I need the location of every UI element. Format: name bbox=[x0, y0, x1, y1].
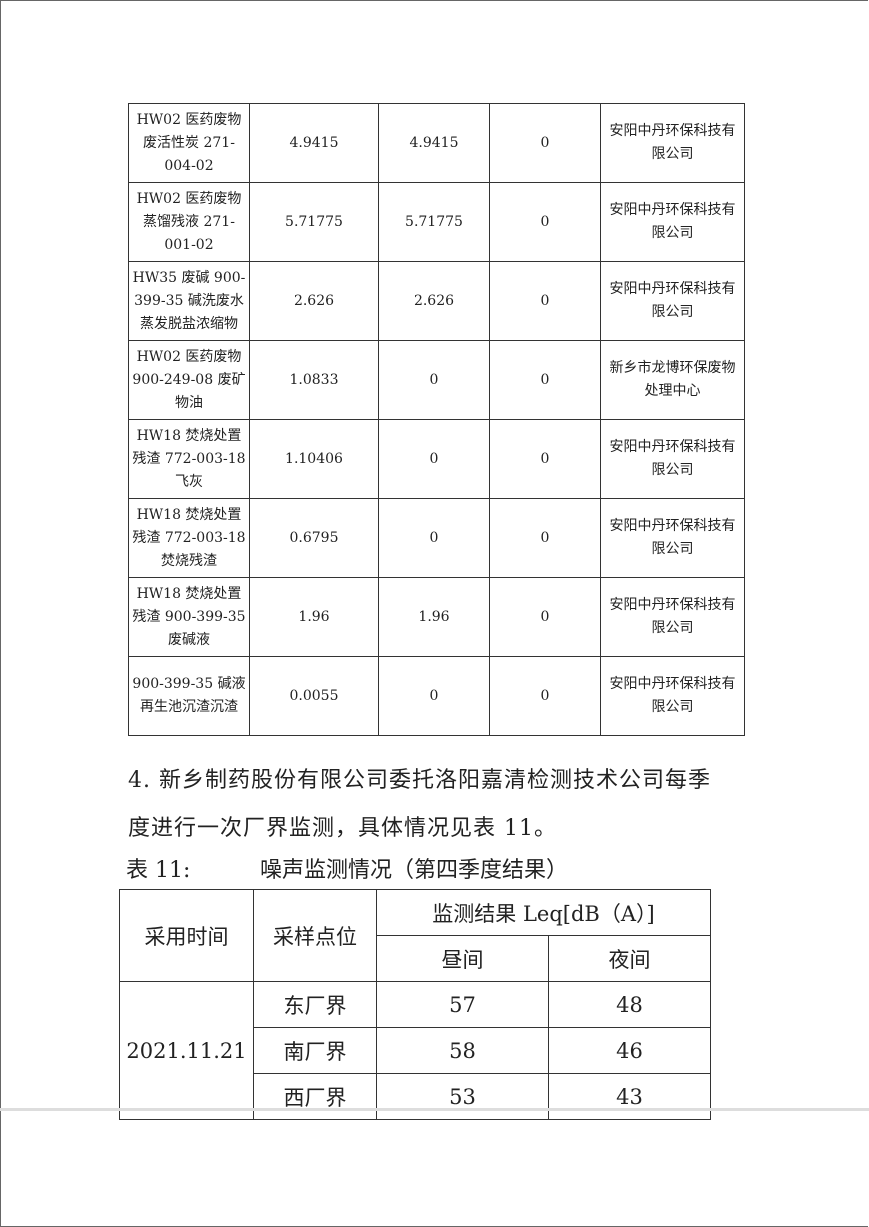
col3-cell: 0 bbox=[378, 419, 490, 499]
col4-cell: 0 bbox=[489, 656, 601, 736]
name-cell: HW35 废碱 900-399-35 碱洗废水蒸发脱盐浓缩物 bbox=[128, 261, 250, 341]
paragraph-line-2: 度进行一次厂界监测，具体情况见表 11。 bbox=[128, 816, 557, 841]
table-row: HW18 焚烧处置残渣 900-399-35 废碱液 1.96 1.96 0 安阳中丹环… bbox=[128, 577, 745, 657]
col4-cell: 0 bbox=[489, 419, 601, 499]
col2-cell: 4.9415 bbox=[249, 103, 379, 183]
header-row: 采用时间 采样点位 监测结果 Leq[dB（A）] bbox=[119, 889, 712, 982]
col2-cell: 1.96 bbox=[249, 577, 379, 657]
name-cell: HW02 医药废物 蒸馏残液 271-001-02 bbox=[128, 182, 250, 262]
table-row: HW02 医药废物 蒸馏残液 271-001-02 5.71775 5.71775 0… bbox=[128, 182, 745, 262]
col4-cell: 0 bbox=[489, 340, 601, 420]
table-row: HW02 医药废物 900-249-08 废矿物油 1.0833 0 0 新乡市龙博环保… bbox=[128, 340, 745, 420]
col3-cell: 0 bbox=[378, 656, 490, 736]
col3-cell: 0 bbox=[378, 340, 490, 420]
header-night: 夜间 bbox=[547, 935, 712, 982]
col2-cell: 5.71775 bbox=[249, 182, 379, 262]
point-cell: 南厂界 bbox=[253, 1027, 377, 1074]
col3-cell: 5.71775 bbox=[378, 182, 490, 262]
subheader-row: 昼间 夜间 bbox=[120, 935, 712, 982]
name-cell: HW02 医药废物 废活性炭 271-004-02 bbox=[128, 103, 250, 183]
table-row: HW35 废碱 900-399-35 碱洗废水蒸发脱盐浓缩物 2.626 2.626… bbox=[128, 261, 745, 341]
company-cell: 安阳中丹环保科技有限公司 bbox=[600, 419, 745, 499]
col4-cell: 0 bbox=[489, 103, 601, 183]
col2-cell: 0.0055 bbox=[249, 656, 379, 736]
table-row: HW18 焚烧处置残渣 772-003-18 焚烧残渣 0.6795 0 0 安阳中丹环… bbox=[128, 498, 745, 578]
col2-cell: 1.10406 bbox=[249, 419, 379, 499]
col2-cell: 2.626 bbox=[249, 261, 379, 341]
table-caption-label: 表 11: bbox=[126, 858, 191, 883]
col3-cell: 4.9415 bbox=[378, 103, 490, 183]
table-caption-title: 噪声监测情况（第四季度结果） bbox=[260, 858, 569, 883]
day-cell: 58 bbox=[376, 1027, 549, 1074]
company-cell: 安阳中丹环保科技有限公司 bbox=[600, 577, 745, 657]
hazardous-waste-table: HW02 医药废物 废活性炭 271-004-02 4.9415 4.9415 0 安阳… bbox=[128, 103, 745, 736]
col2-cell: 0.6795 bbox=[249, 498, 379, 578]
table-row: 西厂界 53 43 bbox=[120, 1073, 712, 1120]
header-day: 昼间 bbox=[376, 935, 549, 982]
point-cell: 东厂界 bbox=[253, 981, 377, 1028]
col3-cell: 1.96 bbox=[378, 577, 490, 657]
point-cell: 西厂界 bbox=[253, 1073, 377, 1120]
date-cell: 2021.11.21 bbox=[119, 981, 254, 1120]
header-result: 监测结果 Leq[dB（A）] bbox=[375, 889, 712, 936]
company-cell: 安阳中丹环保科技有限公司 bbox=[600, 261, 745, 341]
table-row: HW18 焚烧处置残渣 772-003-18 飞灰 1.10406 0 0 安阳中丹环保… bbox=[128, 419, 745, 499]
name-cell: 900-399-35 碱液再生池沉渣沉渣 bbox=[128, 656, 250, 736]
col4-cell: 0 bbox=[489, 261, 601, 341]
col4-cell: 0 bbox=[489, 577, 601, 657]
company-cell: 安阳中丹环保科技有限公司 bbox=[600, 182, 745, 262]
name-cell: HW02 医药废物 900-249-08 废矿物油 bbox=[128, 340, 250, 420]
paragraph-line-1: 4. 新乡制药股份有限公司委托洛阳嘉清检测技术公司每季 bbox=[128, 768, 711, 793]
company-cell: 安阳中丹环保科技有限公司 bbox=[600, 103, 745, 183]
table-row: 2021.11.21 东厂界 57 48 bbox=[119, 981, 712, 1120]
header-point: 采样点位 bbox=[253, 889, 377, 982]
name-cell: HW18 焚烧处置残渣 772-003-18 焚烧残渣 bbox=[128, 498, 250, 578]
name-cell: HW18 焚烧处置残渣 900-399-35 废碱液 bbox=[128, 577, 250, 657]
header-time: 采用时间 bbox=[119, 889, 254, 982]
company-cell: 新乡市龙博环保废物处理中心 bbox=[600, 340, 745, 420]
name-cell: HW18 焚烧处置残渣 772-003-18 飞灰 bbox=[128, 419, 250, 499]
day-cell: 57 bbox=[376, 981, 549, 1028]
col4-cell: 0 bbox=[489, 182, 601, 262]
scan-artifact-line bbox=[0, 1108, 869, 1111]
night-cell: 43 bbox=[547, 1073, 712, 1120]
col3-cell: 0 bbox=[378, 498, 490, 578]
col3-cell: 2.626 bbox=[378, 261, 490, 341]
day-cell: 53 bbox=[376, 1073, 549, 1120]
col4-cell: 0 bbox=[489, 498, 601, 578]
table-row: 南厂界 58 46 bbox=[120, 1027, 712, 1074]
company-cell: 安阳中丹环保科技有限公司 bbox=[600, 498, 745, 578]
col2-cell: 1.0833 bbox=[249, 340, 379, 420]
night-cell: 48 bbox=[547, 981, 712, 1028]
table-row: HW02 医药废物 废活性炭 271-004-02 4.9415 4.9415 0 安阳… bbox=[128, 103, 745, 183]
company-cell: 安阳中丹环保科技有限公司 bbox=[600, 656, 745, 736]
table-row: 900-399-35 碱液再生池沉渣沉渣 0.0055 0 0 安阳中丹环保科技有限公司 bbox=[128, 656, 745, 736]
noise-monitoring-table: 采用时间 采样点位 监测结果 Leq[dB（A）] 昼间 夜间 2021.11.… bbox=[119, 889, 712, 1120]
night-cell: 46 bbox=[547, 1027, 712, 1074]
